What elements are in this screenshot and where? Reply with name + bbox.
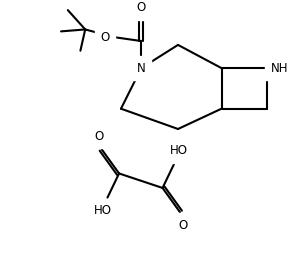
Text: HO: HO [94,204,112,217]
Text: NH: NH [271,62,288,75]
Text: O: O [178,219,187,232]
Text: HO: HO [170,144,188,157]
Text: O: O [137,1,146,14]
Text: O: O [100,31,109,44]
Text: N: N [137,62,146,75]
Text: O: O [94,129,103,143]
